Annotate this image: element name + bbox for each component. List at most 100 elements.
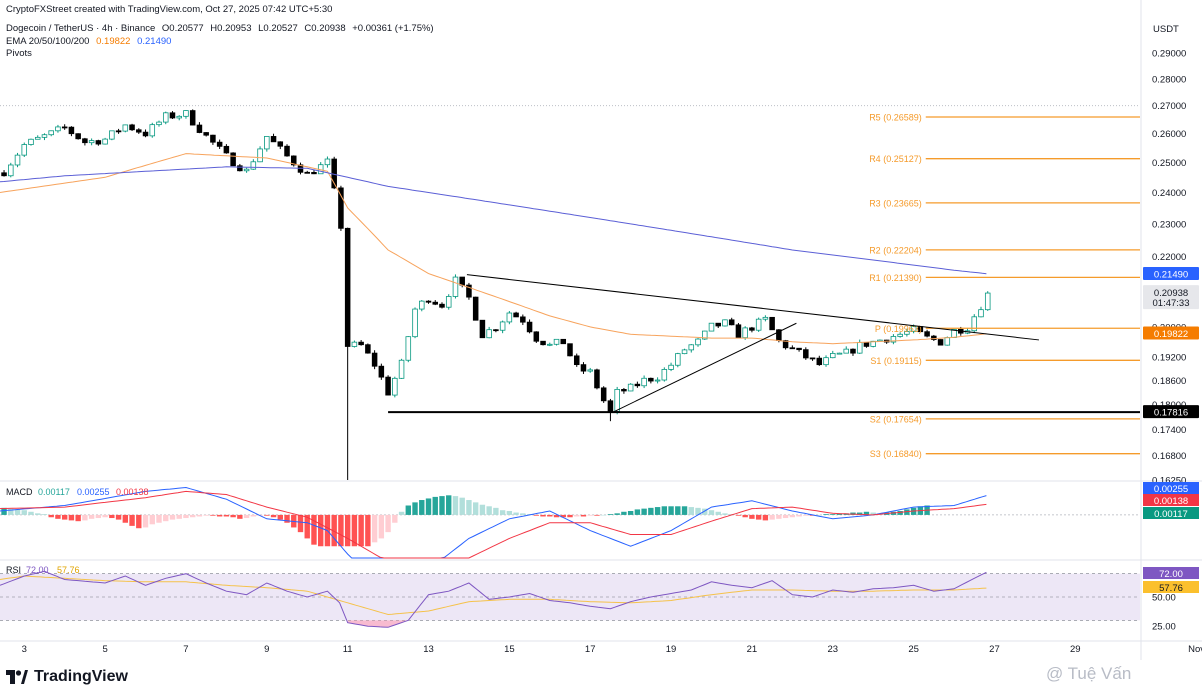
macd-histogram-bar	[405, 505, 411, 515]
price-tick-label: 0.27000	[1152, 101, 1186, 112]
macd-histogram-bar	[311, 514, 317, 545]
header-ema-line[interactable]: EMA 20/50/100/200 0.19822 0.21490	[6, 36, 175, 48]
candle-body	[250, 161, 257, 170]
price-tick-label: 0.25000	[1152, 158, 1186, 169]
candle-body	[654, 379, 661, 382]
tradingview-brand-text: TradingView	[34, 668, 128, 685]
candle-body	[742, 327, 748, 339]
rsi-pane[interactable]: RSI 72.00 57.76	[0, 565, 1140, 628]
rsi-ma-line	[0, 575, 987, 616]
candle-body	[863, 341, 870, 347]
macd-histogram-bar	[318, 514, 324, 547]
tradingview-logo-icon	[6, 670, 28, 684]
macd-histogram-bar	[614, 513, 620, 515]
price-tick-label: 0.26000	[1152, 129, 1186, 140]
tradingview-logo[interactable]: TradingView	[6, 668, 128, 686]
macd-histogram-bar	[21, 510, 27, 515]
header-pivots-line[interactable]: Pivots	[6, 48, 32, 59]
macd-histogram-bar	[823, 514, 829, 515]
time-tick-label: 15	[504, 644, 515, 655]
time-axis[interactable]: 3 5 7 9 11 13 15 17 19 21 23 25 27 29 Nov	[22, 644, 1202, 655]
macd-histogram-bar	[183, 514, 189, 519]
candle-body	[641, 377, 647, 387]
candle-body	[452, 276, 459, 297]
candle-body	[398, 359, 405, 379]
macd-histogram-bar	[782, 514, 789, 519]
candle-body	[8, 164, 14, 177]
candle-body	[526, 321, 533, 333]
candle-body	[371, 352, 378, 367]
macd-histogram-bar	[412, 502, 418, 515]
macd-histogram-bar	[1, 507, 7, 515]
candle-body	[75, 133, 81, 140]
candle-body	[823, 357, 829, 366]
symbol-name: Dogecoin / TetherUS · 4h · Binance	[6, 23, 156, 34]
macd-title: MACD	[6, 487, 33, 497]
candle-body	[493, 329, 499, 332]
macd-histogram-bar	[243, 514, 250, 519]
macd-signal-value: 0.00138	[116, 487, 149, 497]
candle-body	[445, 296, 452, 308]
time-tick-label: 17	[585, 644, 596, 655]
price-tick-label: 0.16250	[1152, 476, 1186, 487]
macd-histogram-bar	[722, 513, 728, 515]
macd-histogram-bar	[61, 514, 68, 520]
macd-histogram-bar	[789, 514, 796, 518]
macd-histogram-bar	[897, 510, 903, 515]
ema-label: EMA 20/50/100/200	[6, 36, 90, 47]
candle-body	[277, 141, 284, 147]
candle-body	[419, 300, 425, 310]
macd-histogram-bar	[28, 511, 34, 515]
macd-histogram-bar	[513, 512, 519, 515]
ema-value-200: 0.21490	[137, 36, 172, 47]
candle-body	[890, 336, 897, 343]
rsi-ma-value-tag-bg	[1143, 581, 1199, 593]
price-tick-label: 0.17400	[1152, 425, 1186, 436]
pivot-label: S1 (0.19115)	[870, 356, 921, 366]
macd-histogram-bar	[466, 500, 472, 515]
macd-histogram-bar	[587, 514, 593, 516]
candle-body	[109, 130, 115, 140]
candle-body	[560, 338, 567, 345]
candle-body	[924, 331, 930, 337]
macd-histogram-bar	[8, 508, 14, 515]
macd-value-tag: 0.00255	[1154, 484, 1188, 495]
macd-histogram-bar	[533, 514, 540, 516]
macd-histogram-bar	[190, 514, 196, 518]
macd-histogram-bar	[365, 514, 371, 547]
macd-histogram-bar	[749, 514, 755, 519]
candle-body	[715, 322, 721, 327]
candle-body	[459, 276, 465, 286]
time-tick-label: 11	[343, 644, 353, 655]
candle-body	[479, 319, 486, 339]
price-pane[interactable]: R5 (0.26589) R4 (0.25127) R3 (0.23665) R2 (…	[0, 109, 1140, 480]
pivot-label: P (0.19963)	[875, 324, 922, 334]
price-tick-label: 0.19200	[1152, 353, 1186, 364]
macd-histogram-bar	[55, 514, 61, 519]
rsi-tick-label: 25.00	[1152, 622, 1176, 633]
candle-body	[392, 377, 398, 396]
macd-histogram-bar	[769, 514, 775, 520]
ohlc-high: H0.20953	[210, 23, 252, 34]
candle-body	[675, 353, 681, 366]
macd-histogram-bar	[641, 508, 647, 515]
macd-histogram-bar	[88, 514, 95, 519]
candle-body	[136, 129, 142, 133]
candle-body	[708, 322, 715, 332]
macd-histogram-bar	[75, 514, 81, 522]
macd-pane[interactable]: MACD 0.00117 0.00255 0.00138	[0, 486, 1140, 559]
ema-200-line	[0, 166, 987, 275]
macd-histogram-bar	[702, 508, 708, 515]
time-tick-label: 3	[22, 644, 27, 655]
candle-body	[88, 140, 95, 144]
candle-body	[351, 341, 358, 347]
candle-body	[358, 341, 364, 346]
candle-body	[257, 148, 263, 163]
header-symbol-line: Dogecoin / TetherUS · 4h · Binance O0.20…	[6, 23, 438, 35]
candle-body	[910, 326, 917, 332]
macd-histogram-bar	[439, 496, 445, 515]
price-tag-label: 0.17816	[1154, 408, 1188, 419]
candle-body	[14, 154, 21, 166]
macd-histogram-bar	[109, 514, 115, 519]
